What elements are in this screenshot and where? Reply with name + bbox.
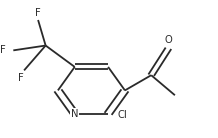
- Text: Cl: Cl: [118, 110, 128, 120]
- Text: O: O: [165, 35, 172, 45]
- Text: F: F: [0, 45, 6, 55]
- Text: F: F: [35, 8, 41, 18]
- Text: F: F: [18, 73, 24, 83]
- Text: N: N: [71, 109, 78, 119]
